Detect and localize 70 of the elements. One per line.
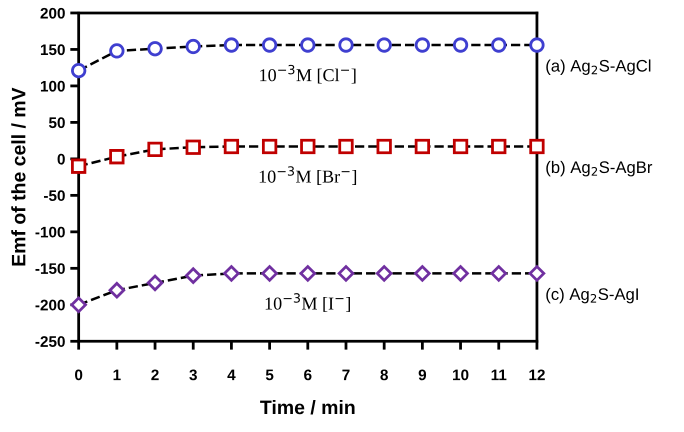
series-label: (b) Ag$_{2}$S-AgBr xyxy=(546,160,652,176)
series-label: (a) Ag$_{2}$S-AgCl xyxy=(546,59,650,75)
x-tick-label: 10 xyxy=(453,369,468,380)
y-axis-title: Emf of the cell / mV xyxy=(11,88,26,266)
point xyxy=(376,265,392,282)
point xyxy=(262,138,278,154)
point xyxy=(109,149,124,164)
point xyxy=(529,138,545,154)
point xyxy=(224,37,240,53)
point xyxy=(528,265,546,282)
y-tick-label: 150 xyxy=(40,44,65,56)
x-axis-title: Time / min xyxy=(260,400,355,414)
x-tick-label: 0 xyxy=(75,369,82,380)
point xyxy=(414,265,431,282)
point xyxy=(184,267,202,284)
point xyxy=(224,138,240,154)
y-tick-label: -200 xyxy=(35,300,65,310)
y-tick-label: -50 xyxy=(44,190,65,202)
point xyxy=(147,142,163,158)
point xyxy=(338,37,354,53)
point xyxy=(529,37,545,53)
point xyxy=(300,37,316,53)
point xyxy=(147,41,163,56)
point xyxy=(376,37,392,53)
point xyxy=(490,265,508,282)
point xyxy=(414,138,430,154)
point xyxy=(338,265,354,282)
annotation: 10$^{−3}$M [I$^{−}$] xyxy=(266,293,350,312)
point xyxy=(338,138,354,154)
point xyxy=(262,37,278,53)
point xyxy=(223,265,240,282)
point xyxy=(186,140,201,155)
point xyxy=(452,37,468,53)
point xyxy=(71,62,86,78)
y-tick-label: -100 xyxy=(35,226,65,238)
point xyxy=(414,37,430,53)
y-tick-label: -250 xyxy=(35,336,65,347)
annotation: 10$^{−3}$M [Cl$^{−}$] xyxy=(260,64,356,84)
point xyxy=(300,265,316,282)
point xyxy=(452,138,468,154)
x-tick-label: 8 xyxy=(380,369,388,380)
y-tick-label: 100 xyxy=(40,80,65,92)
point xyxy=(376,138,392,154)
x-tick-label: 3 xyxy=(189,369,197,380)
x-tick-label: 2 xyxy=(151,369,159,380)
point xyxy=(71,158,86,174)
x-tick-label: 7 xyxy=(342,370,350,380)
series-label: (c) Ag$_{2}$S-AgI xyxy=(546,288,638,304)
point xyxy=(108,282,126,298)
point xyxy=(70,296,87,314)
y-tick-label: 0 xyxy=(58,154,65,165)
point xyxy=(491,138,506,154)
x-tick-label: 11 xyxy=(492,370,506,380)
x-tick-label: 5 xyxy=(266,370,274,380)
x-tick-label: 1 xyxy=(114,370,121,380)
point xyxy=(261,265,278,282)
point xyxy=(146,274,164,292)
point xyxy=(109,43,124,59)
y-tick-label: -150 xyxy=(35,263,65,274)
point xyxy=(186,38,201,54)
x-tick-label: 6 xyxy=(304,369,312,380)
annotation: 10$^{−3}$M [Br$^{−}$] xyxy=(260,166,356,185)
point xyxy=(452,265,469,282)
x-tick-label: 12 xyxy=(529,369,545,380)
point xyxy=(300,138,316,154)
x-tick-label: 4 xyxy=(227,370,236,380)
y-tick-label: 50 xyxy=(48,117,65,128)
point xyxy=(491,37,506,53)
y-tick-label: 200 xyxy=(40,8,65,19)
x-tick-label: 9 xyxy=(418,369,426,380)
